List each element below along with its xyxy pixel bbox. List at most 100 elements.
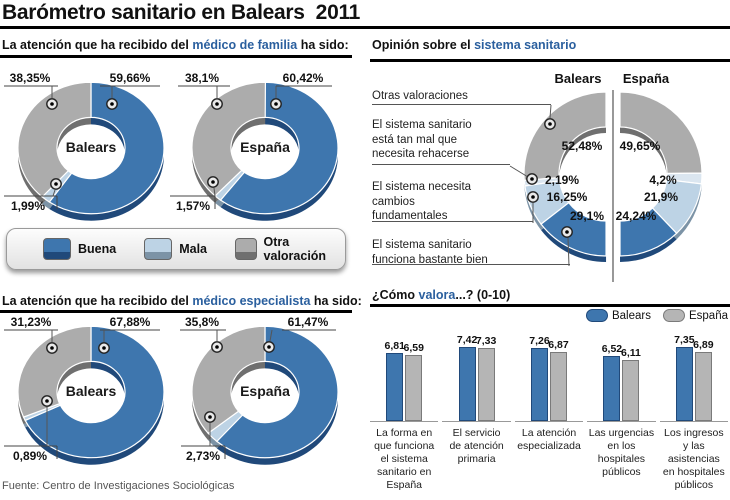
bar-espana [694,352,712,421]
bar-chart: 6,81 6,59 7,42 7,33 7,26 6,87 6,52 6,11 7,35 6,89 [368,334,730,422]
callout-marker-dot [208,415,212,419]
bar-value-label: 7,33 [475,335,497,347]
chart-label: Balears [66,139,117,155]
percent-label: 16,25% [547,190,588,204]
chart-label: España [623,71,670,86]
page-title: Barómetro sanitario en Balears 2011 [2,1,361,24]
donut-segment [215,325,339,459]
percent-label: 21,9% [644,190,678,204]
bar-legend-item-espana: España [662,309,728,322]
bar-category-label: Las urgencias en los hospitales públicos [588,427,655,478]
percent-label: 0,89% [13,449,47,463]
heading-text: ha sido: [310,294,362,308]
opinion-category-label: El sistema sanitario funciona bastante b… [372,238,570,266]
donut-segment [191,81,267,197]
legend-item-buena: Buena [43,238,116,260]
opinion-category-label: El sistema sanitario está tan mal que ne… [372,118,510,165]
percent-label: 29,1% [570,209,604,223]
percent-label: 1,99% [11,199,45,213]
callout-marker-dot [211,180,215,184]
percent-label: 52,48% [562,139,603,153]
bar-legend-label: España [688,309,728,322]
heading-medico-especialista: La atención que ha recibido del médico e… [2,294,362,308]
bar-balears [531,348,549,421]
bar-category-label: El servicio de atención primaria [449,427,504,465]
heading-como-valora: ¿Cómo valora...? (0-10) [372,288,510,302]
callout-line [213,187,216,197]
source-credit: Fuente: Centro de Investigaciones Sociol… [2,480,235,492]
heading-accent: sistema sanitario [474,38,577,52]
percent-label: 24,24% [616,209,657,223]
bar-chart-legend: Balears España [556,309,728,322]
callout-marker-dot [215,345,219,349]
callout-marker-dot [274,102,278,106]
heading-opinion: Opinión sobre el sistema sanitario [372,38,576,52]
bar-legend-label: Balears [611,309,651,322]
bar-category-label: La forma en que funciona el sistema sani… [374,427,435,491]
bar-category-label: La atención especializada [517,427,581,452]
bar-group: 7,42 7,33 [442,334,511,422]
bar-category-label: Los ingresos y las asistencias en hospit… [662,427,725,491]
heading-accent: médico especialista [192,294,311,308]
percent-label: 2,73% [186,449,220,463]
bar-balears [603,356,621,421]
chart-label: Balears [555,71,602,86]
bar-value-label: 6,87 [548,339,569,351]
percent-label: 31,23% [11,315,52,329]
heading-text: ha sido: [297,38,349,52]
espana-color-swatch [662,309,685,322]
callout-line [509,165,529,178]
chart-label: España [240,139,290,155]
donut-segment [219,81,339,215]
callout-marker-dot [102,346,106,350]
legend-item-mala: Mala [144,238,207,260]
heading-medico-familia: La atención que ha recibido del médico d… [2,38,349,52]
legend-box: Buena Mala Otra valoración [6,228,346,270]
donut-segment [191,325,266,435]
heading-text: La atención que ha recibido del [2,294,193,308]
donut-segment [540,201,607,257]
chart-label: España [240,383,290,399]
opinion-category-label: El sistema necesita cambios fundamentale… [372,180,533,222]
percent-label: 35,8% [185,315,219,329]
heading-accent: valora [418,288,456,302]
bar-legend-item-balears: Balears [585,309,651,322]
percent-label: 38,1% [185,71,219,85]
callout-marker-dot [531,195,535,199]
legend-label-mala: Mala [179,242,207,256]
callout-marker-dot [50,102,54,106]
callout-marker-dot [45,399,49,403]
callout-line [549,104,552,119]
half-donut-pair-opinion: Balears España 52,48% 2,19% 16,25% 29,1% 49,65… [509,71,703,282]
legend-swatch-mala [144,238,173,260]
bar-balears [386,353,404,421]
heading-text: La atención que ha recibido del [2,38,193,52]
legend-label-buena: Buena [78,242,117,256]
title-rule [0,26,730,29]
bar-group: 7,26 6,87 [514,334,584,422]
donut-segment [523,91,607,182]
donut-segment [619,207,678,257]
bar-value-label: 7,35 [674,334,695,346]
bar-espana [405,355,423,421]
callout-marker-dot [110,102,114,106]
donut-segment [48,81,165,215]
legend-swatch-buena [43,238,71,260]
heading-underline [370,59,730,62]
bar-group: 6,52 6,11 [587,334,656,422]
percent-label: 59,66% [110,71,151,85]
balears-color-swatch [585,309,608,322]
callout-marker-dot [215,102,219,106]
bar-espana [622,360,640,421]
bar-balears [675,347,693,421]
callout-marker-dot [54,182,58,186]
percent-label: 49,65% [620,139,661,153]
heading-underline [0,55,352,58]
donut-segment [17,81,92,198]
percent-label: 4,2% [649,173,677,187]
bar-value-label: 6,52 [601,343,623,355]
heading-underline [0,310,352,313]
legend-item-otra: Otra valoración [235,235,333,263]
bar-value-label: 7,42 [456,334,478,346]
percent-label: 2,19% [545,173,579,187]
